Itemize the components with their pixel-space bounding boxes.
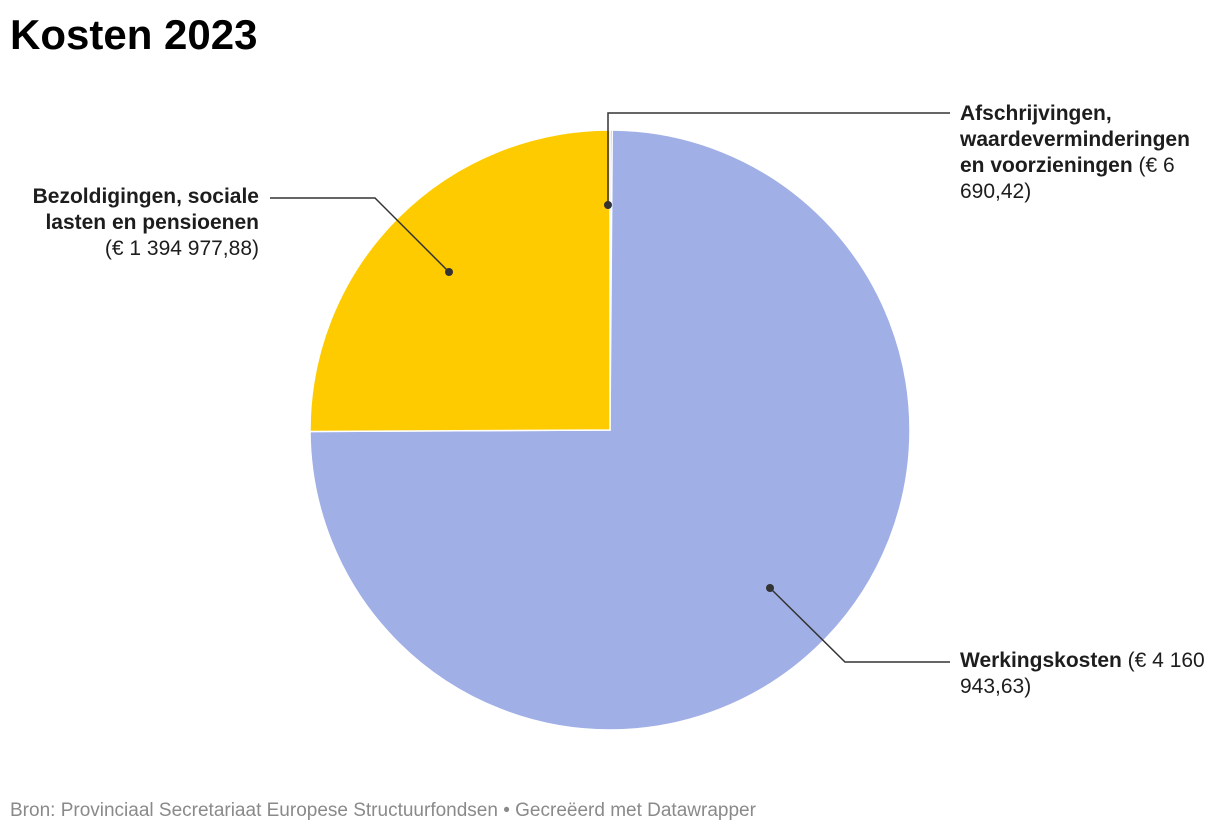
- leader-line-afschrijvingen: [607, 112, 950, 205]
- pie-slices: [309, 129, 911, 731]
- leader-line-bezoldigingen: [270, 197, 450, 273]
- slice-bezoldigingen: [309, 129, 611, 433]
- slice-label-name: Werkingskosten: [960, 649, 1122, 672]
- leader-lines: [270, 112, 950, 663]
- slice-label-value: (€ 1 394 977,88): [104, 237, 259, 260]
- slice-werkingskosten: [309, 129, 911, 731]
- slice-label-werkingskosten: Werkingskosten (€ 4 160 943,63): [960, 648, 1215, 700]
- slice-label-name: Bezoldigingen, sociale lasten en pensioe…: [32, 185, 259, 234]
- leader-dot-bezoldigingen: [445, 268, 453, 276]
- slice-label-bezoldigingen: Bezoldigingen, sociale lasten en pensioe…: [0, 184, 259, 262]
- leader-dot-werkingskosten: [766, 584, 774, 592]
- slice-label-value: (€ 6 690,42): [960, 154, 1175, 203]
- slice-label-value: (€ 4 160 943,63): [960, 649, 1205, 698]
- leader-dot-afschrijvingen: [604, 201, 612, 209]
- chart-source: Bron: Provinciaal Secretariaat Europese …: [10, 800, 756, 821]
- chart-title: Kosten 2023: [10, 11, 258, 58]
- slice-label-name: Afschrijvingen, waardeverminderingen en …: [960, 102, 1190, 177]
- slice-label-afschrijvingen: Afschrijvingen, waardeverminderingen en …: [960, 101, 1215, 205]
- leader-line-werkingskosten: [769, 587, 950, 663]
